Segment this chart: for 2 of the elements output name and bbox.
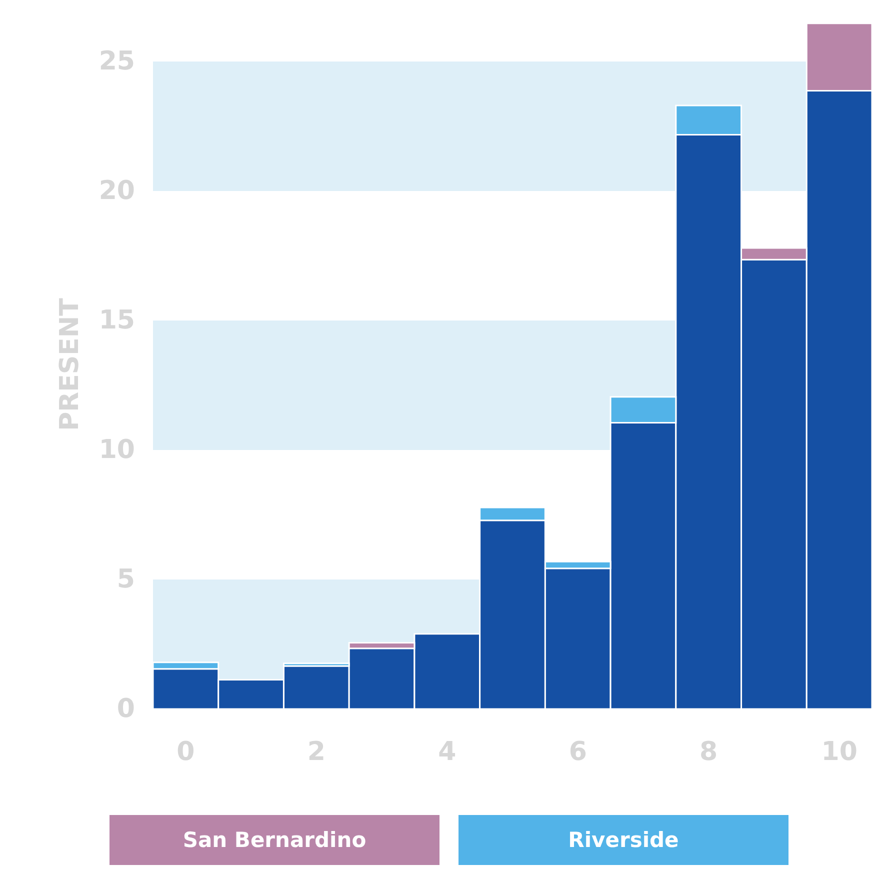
text: Riverside <box>568 828 679 852</box>
text: San Bernardino <box>182 828 366 852</box>
